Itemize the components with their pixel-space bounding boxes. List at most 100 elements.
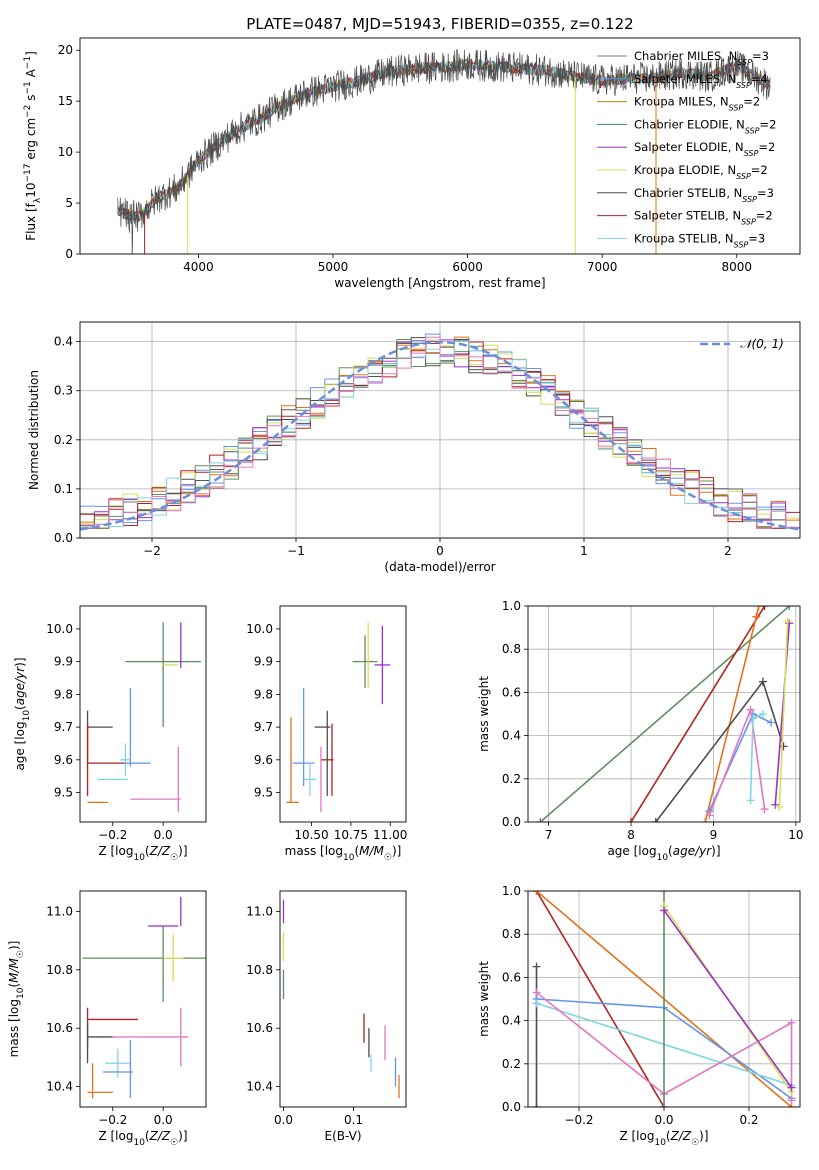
y-tick-label: 1.0 xyxy=(502,884,521,898)
x-tick-label: 2 xyxy=(724,544,732,558)
axes-frame xyxy=(279,605,407,823)
mass-weight-line xyxy=(663,909,793,1089)
x-tick-label: 0.0 xyxy=(154,828,173,842)
panel-residuals: −2 −1 0 1 2 0.0 0.1 0.2 0.3 0.4 𝒩(0, 1) (data-model… xyxy=(27,321,801,574)
y-axis-label: Normed distribution xyxy=(27,370,41,490)
x-tick-label: 10 xyxy=(788,828,803,842)
plus-marker xyxy=(651,818,660,822)
mass-weight-line xyxy=(539,606,790,822)
y-tick-label: 0.6 xyxy=(502,685,521,699)
x-tick-label: 6000 xyxy=(452,260,483,274)
y-tick-label: 0.4 xyxy=(502,1014,521,1028)
y-tick-label: 9.6 xyxy=(254,753,273,767)
y-tick-label: 0 xyxy=(65,247,73,261)
panel-mass_vs_Z: −0.2 0.0 10.4 10.6 10.8 11.0 Z [log10(Z/Z☉)] ma… xyxy=(7,890,207,1148)
spectrum-legend: Chabrier MILES, NSSP=3 Salpeter MILES, NS… xyxy=(597,49,776,249)
panel-spectrum: 4000 5000 6000 7000 8000 0 5 10 15 20 wavelength [… xyxy=(23,37,801,290)
plus-marker xyxy=(746,705,755,714)
x-axis-label: Z [log10(Z/Z☉)] xyxy=(98,844,187,863)
y-tick-label: 11.0 xyxy=(246,904,273,918)
y-tick-label: 0.2 xyxy=(54,433,73,447)
legend-entry: Salpeter STELIB, NSSP=2 xyxy=(634,209,773,227)
x-tick-label: −2 xyxy=(143,544,161,558)
plot-area xyxy=(80,333,800,531)
y-tick-label: 0.8 xyxy=(502,927,521,941)
mass-weight-line xyxy=(535,891,665,1107)
x-tick-label: −1 xyxy=(287,544,305,558)
y-tick-label: 0.1 xyxy=(54,482,73,496)
y-tick-label: 15 xyxy=(58,94,73,108)
plus-marker xyxy=(775,802,784,811)
legend-entry: Kroupa STELIB, NSSP=3 xyxy=(634,231,765,249)
y-tick-label: 20 xyxy=(58,43,73,57)
y-tick-label: 10.8 xyxy=(46,963,73,977)
plus-marker xyxy=(785,606,794,610)
plus-marker xyxy=(536,818,545,822)
panel-massweight_vs_age: 7 8 9 10 0.0 0.2 0.4 0.6 0.8 1.0 age [log10(age/yr… xyxy=(477,599,804,863)
plus-marker xyxy=(532,1103,541,1107)
y-tick-label: 0.4 xyxy=(502,729,521,743)
figure-title: PLATE=0487, MJD=51943, FIBERID=0355, z=0… xyxy=(246,15,633,33)
x-tick-label: 7000 xyxy=(587,260,618,274)
x-tick-label: 0.1 xyxy=(344,1113,363,1127)
legend-entry: Chabrier STELIB, NSSP=3 xyxy=(634,186,774,204)
legend-entry: 𝒩(0, 1) xyxy=(740,337,784,351)
y-tick-label: 10.8 xyxy=(246,963,273,977)
legend-entry: Chabrier ELODIE, NSSP=2 xyxy=(634,117,776,135)
y-tick-label: 10.0 xyxy=(46,622,73,636)
plus-marker xyxy=(754,606,763,610)
x-axis-label: age [log10(age/yr)] xyxy=(607,844,720,863)
x-tick-label: 0.2 xyxy=(739,1113,758,1127)
plus-marker xyxy=(701,818,710,822)
plus-marker xyxy=(787,1083,796,1092)
mass-weight-line xyxy=(708,712,772,812)
normal-curve xyxy=(80,340,800,531)
y-axis-label: mass [log10(M/M☉)] xyxy=(7,941,26,1058)
x-tick-label: 0 xyxy=(436,544,444,558)
histogram-series xyxy=(80,340,800,529)
y-tick-label: 9.9 xyxy=(54,655,73,669)
plot-area xyxy=(82,896,206,1099)
x-tick-label: −0.2 xyxy=(564,1113,593,1127)
plot-area xyxy=(117,48,771,254)
panel-mass_vs_EBV: 0.0 0.1 10.4 10.6 10.8 11.0 E(B-V) xyxy=(246,890,407,1143)
plus-marker xyxy=(532,988,541,997)
plus-marker xyxy=(660,906,668,915)
plus-marker xyxy=(749,714,758,723)
y-tick-label: 10.4 xyxy=(46,1080,73,1094)
x-tick-label: 10.50 xyxy=(294,828,328,842)
plus-marker xyxy=(660,1103,668,1107)
plus-marker xyxy=(532,962,541,971)
y-tick-label: 0.6 xyxy=(502,970,521,984)
y-axis-label: Flux [fλ10−17 erg cm−2 s−1 A−1] xyxy=(23,51,43,241)
plus-marker xyxy=(758,710,767,718)
y-tick-label: 10.4 xyxy=(246,1080,273,1094)
plus-marker xyxy=(532,891,541,895)
x-tick-label: 10.75 xyxy=(334,828,368,842)
y-axis-label: mass weight xyxy=(477,676,491,752)
x-axis-label: Z [log10(Z/Z☉)] xyxy=(619,1129,708,1148)
plus-marker xyxy=(760,606,769,610)
axes-frame xyxy=(279,890,407,1108)
x-tick-label: −0.2 xyxy=(98,1113,127,1127)
y-tick-label: 0.2 xyxy=(502,772,521,786)
legend-entry: Kroupa MILES, NSSP=2 xyxy=(634,95,760,113)
plus-marker xyxy=(705,811,714,820)
y-tick-label: 0.3 xyxy=(54,384,73,398)
axes-frame xyxy=(79,37,801,255)
panel-age_vs_Z: −0.2 0.0 9.5 9.6 9.7 9.8 9.9 10.0 Z [log10(Z/Z☉)… xyxy=(13,605,207,863)
plus-marker xyxy=(746,796,755,805)
x-tick-label: 5000 xyxy=(318,260,349,274)
y-axis-label: mass weight xyxy=(477,961,491,1037)
panel-age_vs_mass: 10.50 10.75 11.00 9.5 9.6 9.7 9.8 9.9 10.0 mass [… xyxy=(246,605,407,863)
x-tick-label: 8000 xyxy=(721,260,752,274)
plot-area xyxy=(536,606,794,822)
spectrum-line xyxy=(117,48,771,254)
x-tick-label: 0.0 xyxy=(654,1113,673,1127)
y-tick-label: 0.8 xyxy=(502,642,521,656)
legend-entry: Chabrier MILES, NSSP=3 xyxy=(634,49,769,67)
x-axis-label: mass [log10(M/M☉)] xyxy=(285,844,402,863)
plot-area xyxy=(532,891,796,1107)
plus-marker xyxy=(532,999,541,1008)
